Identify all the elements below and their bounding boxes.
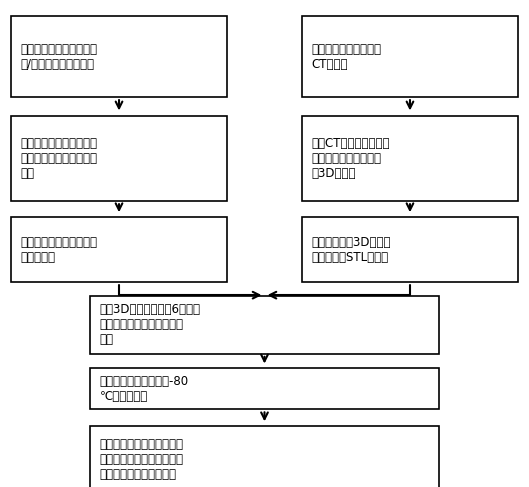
FancyBboxPatch shape	[11, 217, 227, 282]
Text: 制备得到不同浓度的纳米
纤维溶液。: 制备得到不同浓度的纳米 纤维溶液。	[20, 236, 97, 264]
Text: 静电纺丝制备生物活性材
料/弹性体纳米纤维膜。: 静电纺丝制备生物活性材 料/弹性体纳米纤维膜。	[20, 43, 97, 71]
Text: 低温3D梯度打印，用6种浓度
的纳米纤维溶液逐层进行打
印。: 低温3D梯度打印，用6种浓度 的纳米纤维溶液逐层进行打 印。	[99, 303, 200, 346]
FancyBboxPatch shape	[302, 217, 518, 282]
FancyBboxPatch shape	[302, 16, 518, 97]
FancyBboxPatch shape	[11, 115, 227, 201]
Text: 对病患的病变血管进行
CT扫描。: 对病患的病变血管进行 CT扫描。	[311, 43, 381, 71]
FancyBboxPatch shape	[90, 296, 439, 354]
Text: 对人造血管半成品进行-80
℃冷冻处理。: 对人造血管半成品进行-80 ℃冷冻处理。	[99, 375, 188, 403]
Text: 根据CT扫描文件和病变
血管部位，优化构建生
成3D模型。: 根据CT扫描文件和病变 血管部位，优化构建生 成3D模型。	[311, 137, 389, 180]
Text: 冷冻干燥得到孔径梯度分布
（孔径从血管壁内层向外层
逐渐变大）的人造血管。: 冷冻干燥得到孔径梯度分布 （孔径从血管壁内层向外层 逐渐变大）的人造血管。	[99, 438, 184, 481]
FancyBboxPatch shape	[11, 16, 227, 97]
Text: 将纳米纤维膜剪碎，通过
高速匀浆机将纤维分散均
匀。: 将纳米纤维膜剪碎，通过 高速匀浆机将纤维分散均 匀。	[20, 137, 97, 180]
Text: 将模型转换成3D打印设
备能识别的STL文件。: 将模型转换成3D打印设 备能识别的STL文件。	[311, 236, 390, 264]
FancyBboxPatch shape	[90, 368, 439, 410]
FancyBboxPatch shape	[302, 115, 518, 201]
FancyBboxPatch shape	[90, 426, 439, 487]
